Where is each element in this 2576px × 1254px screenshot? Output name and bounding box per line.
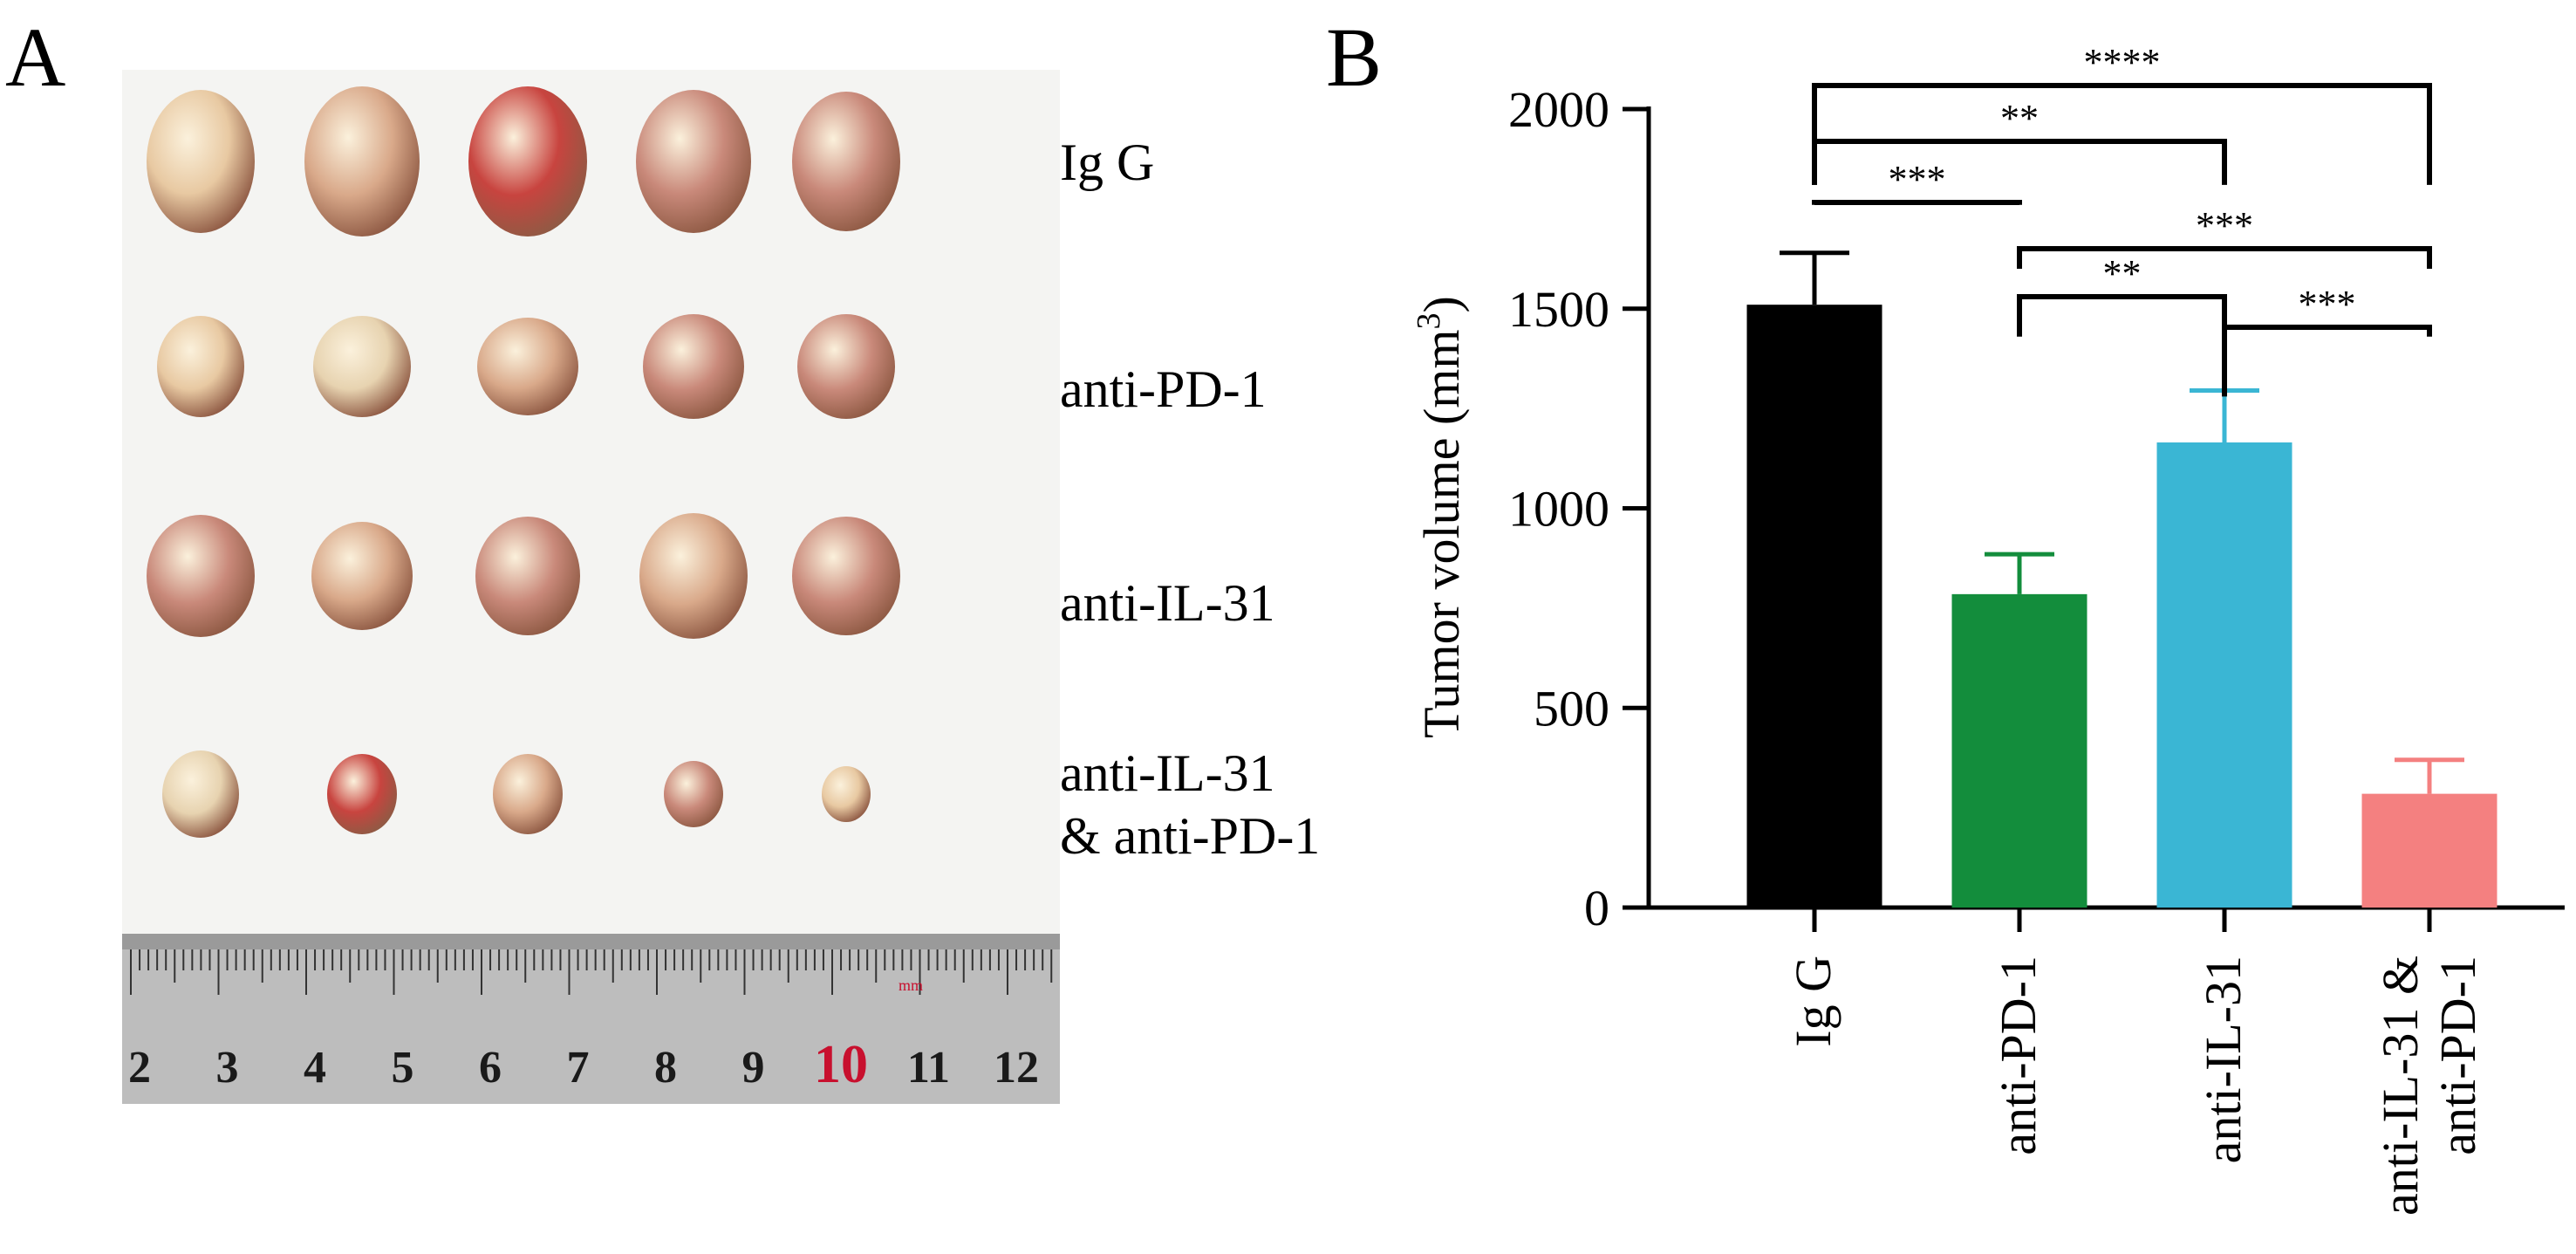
significance-bracket-6 [2222,325,2432,397]
x-tick-label-line: anti-PD-1 [2429,956,2486,1155]
tumor-sample-r2-4 [643,314,744,419]
tumor-sample-r1-5 [792,92,900,231]
ruler-number: 12 [994,1043,1039,1093]
significance-label-5: ** [2103,252,2142,295]
x-tick-label-line: Ig G [1785,956,1841,1047]
y-tick-label: 500 [1534,680,1609,737]
significance-label-4: *** [2196,204,2253,247]
tumor-volume-chart: 0 500 1000 1500 2000 Tumor volume (mm3) Ig G an… [1411,41,2565,1216]
ruler-number: 11 [907,1043,950,1093]
ruler-edge [122,934,1060,949]
y-tick-label: 1500 [1508,281,1609,338]
tumor-sample-r3-1 [147,515,255,637]
ruler-number: 7 [567,1043,590,1093]
tumor-sample-r3-5 [792,517,900,635]
ruler-number: 4 [304,1043,326,1093]
row-label-anti-il-31: anti-IL-31 [1060,574,1275,632]
ruler-number: 3 [216,1043,239,1093]
x-tick-label-3: anti-IL-31 [2195,956,2251,1163]
tumor-photo: 2 3 4 5 6 7 8 9 10 11 12 mm [122,70,1060,1104]
significance-bracket-5 [2017,294,2227,337]
ruler-number: 9 [742,1043,765,1093]
tumor-sample-r4-1 [162,750,239,838]
significance-label-3: *** [1889,158,1946,201]
tumor-sample-r2-1 [157,316,244,417]
significance-label-1: **** [2084,41,2161,84]
tumor-sample-r1-1 [147,90,255,233]
row-label-combination: anti-IL-31 & anti-PD-1 [1060,744,1321,865]
row-label-igg: Ig G [1060,134,1155,191]
tumor-sample-r4-5 [822,766,871,822]
panel-b-letter: B [1326,10,1383,104]
x-tick-label-1: Ig G [1785,956,1841,1047]
tumor-sample-r2-5 [797,314,895,419]
photo-background [122,70,1060,1104]
y-axis-label: Tumor volume (mm3) [1411,296,1470,738]
bar-4 [2361,793,2497,908]
tumor-sample-r3-4 [639,513,748,639]
ruler-number: 8 [654,1043,677,1093]
y-tick-label: 1000 [1508,481,1609,538]
ruler-unit-label: mm [899,976,923,994]
tumor-sample-r4-3 [493,754,563,834]
significance-bracket-3 [1812,200,2022,205]
x-tick-label-4: anti-IL-31 &anti-PD-1 [2372,956,2486,1216]
tumor-sample-r2-3 [477,318,578,415]
y-axis-label-main: Tumor volume (mm [1413,329,1470,737]
y-tick-label: 2000 [1508,81,1609,138]
tumor-sample-r3-2 [311,522,413,630]
bar-1 [1746,305,1882,908]
ruler-number: 10 [814,1035,868,1094]
tumor-sample-r4-4 [664,761,723,827]
significance-label-6: *** [2299,283,2356,325]
bar-2 [1951,593,2087,908]
x-tick-label-line: anti-IL-31 & [2372,956,2429,1216]
x-tick-label-2: anti-PD-1 [1990,956,2046,1155]
significance-bracket-2 [1812,139,2227,185]
ruler-number: 6 [479,1043,502,1093]
tumor-sample-r4-2 [327,754,397,834]
significance-bracket-4 [2017,246,2432,269]
panel-a-letter: A [5,10,66,104]
tumor-sample-r1-4 [636,90,751,233]
significance-label-2: ** [2000,97,2039,140]
y-axis-label-close: ) [1413,296,1470,312]
ruler-number: 5 [392,1043,414,1093]
bar-3 [2156,442,2292,908]
tumor-sample-r1-2 [304,86,420,236]
x-tick-label-line: anti-IL-31 [2195,956,2251,1163]
ruler-number: 2 [128,1043,151,1093]
tumor-sample-r2-2 [313,316,411,417]
ruler [122,934,1060,1104]
tumor-sample-r3-3 [475,517,580,635]
significance-bracket-1 [1812,83,2432,185]
tumor-sample-r1-3 [468,86,587,236]
y-axis-label-sup: 3 [1411,312,1447,329]
x-tick-label-line: anti-PD-1 [1990,956,2046,1155]
row-label-anti-pd-1: anti-PD-1 [1060,360,1267,418]
y-tick-label: 0 [1584,880,1609,936]
